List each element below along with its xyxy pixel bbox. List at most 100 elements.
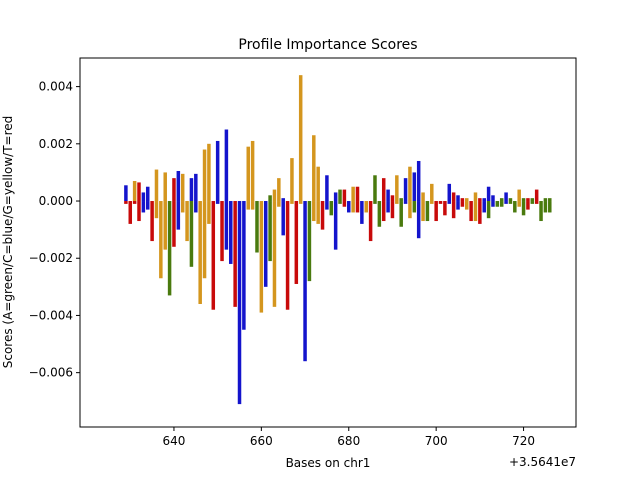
bar-pos-52: [351, 186, 355, 202]
bar-pos-0: [124, 185, 128, 202]
bar-neg-33: [268, 201, 272, 262]
bar-neg-90: [517, 201, 521, 207]
bar-neg-64: [403, 201, 408, 204]
bar-neg-87: [504, 201, 508, 204]
plot-frame: [79, 57, 577, 428]
bar-pos-49: [338, 189, 342, 202]
bar-pos-74: [447, 183, 452, 202]
bar-neg-36: [281, 201, 285, 236]
bar-pos-35: [277, 178, 281, 202]
bar-neg-49: [338, 201, 342, 204]
x-tick-label-2: 680: [337, 434, 360, 448]
bar-neg-75: [451, 201, 456, 219]
chart-title: Profile Importance Scores: [238, 37, 417, 53]
bar-pos-66: [412, 172, 417, 202]
bar-neg-72: [438, 201, 443, 204]
x-tick-label-0: 640: [163, 434, 186, 448]
bar-neg-19: [207, 201, 211, 224]
bar-neg-34: [272, 201, 277, 307]
bar-pos-9: [163, 172, 167, 202]
bars-group: [124, 75, 552, 405]
bar-neg-61: [390, 201, 395, 219]
bar-neg-24: [229, 201, 233, 264]
bar-neg-47: [329, 201, 334, 216]
bar-neg-42: [307, 201, 312, 282]
bar-neg-41: [303, 201, 307, 362]
bar-neg-82: [482, 201, 486, 213]
bar-neg-88: [508, 201, 513, 204]
bar-neg-16: [194, 201, 198, 213]
bar-neg-74: [447, 201, 452, 204]
bar-neg-46: [325, 201, 329, 210]
bar-neg-71: [434, 201, 438, 222]
bar-neg-44: [316, 201, 320, 224]
bar-neg-57: [373, 201, 377, 204]
bar-neg-95: [539, 201, 543, 222]
y-tick-label-3: 0.000: [39, 194, 73, 208]
bar-pos-2: [132, 181, 137, 202]
bar-neg-30: [255, 201, 259, 253]
bar-neg-25: [233, 201, 237, 307]
bar-neg-54: [360, 201, 364, 224]
bar-neg-40: [298, 201, 303, 204]
bar-pos-43: [312, 135, 316, 202]
bar-pos-29: [250, 140, 255, 202]
bar-neg-7: [154, 201, 159, 219]
bar-neg-70: [430, 201, 434, 204]
bar-neg-79: [469, 201, 473, 222]
bar-pos-4: [141, 192, 146, 202]
bar-neg-14: [185, 201, 189, 242]
bar-neg-69: [425, 201, 430, 222]
bar-pos-34: [272, 189, 277, 202]
bar-pos-12: [176, 170, 181, 202]
bar-neg-5: [145, 201, 150, 210]
bar-pos-33: [268, 195, 272, 202]
x-tick-label-4: 720: [512, 434, 535, 448]
y-tick-label-5: 0.004: [39, 80, 73, 94]
bar-pos-63: [399, 198, 403, 202]
bar-neg-97: [548, 201, 552, 213]
bar-pos-57: [373, 175, 377, 202]
bar-neg-83: [486, 201, 491, 219]
bar-neg-22: [220, 201, 224, 262]
bar-neg-68: [421, 201, 425, 222]
bar-pos-19: [207, 143, 211, 202]
bar-pos-67: [416, 160, 421, 202]
bar-pos-16: [194, 173, 198, 202]
bar-neg-96: [543, 201, 548, 213]
bar-neg-3: [137, 201, 141, 222]
x-axis: 640 660 680 700 720: [163, 427, 535, 448]
bar-pos-64: [403, 178, 408, 202]
bar-pos-82: [482, 198, 486, 202]
bar-pos-93: [530, 198, 535, 202]
bar-pos-44: [316, 166, 320, 202]
bar-neg-32: [263, 201, 268, 287]
bar-neg-0: [124, 201, 128, 204]
bar-pos-11: [172, 178, 176, 202]
bar-pos-94: [534, 189, 539, 202]
bar-pos-53: [355, 186, 360, 202]
bar-pos-83: [486, 186, 491, 202]
bar-neg-60: [386, 201, 390, 213]
bar-neg-35: [277, 201, 281, 207]
bar-neg-51: [347, 201, 351, 213]
bar-neg-76: [456, 201, 460, 210]
bar-neg-6: [150, 201, 154, 242]
bar-pos-86: [499, 198, 504, 202]
bar-neg-8: [159, 201, 163, 279]
bar-pos-3: [137, 182, 141, 202]
bar-neg-15: [189, 201, 194, 267]
bar-neg-11: [172, 201, 176, 247]
bar-neg-81: [478, 201, 482, 224]
x-axis-label: Bases on chr1: [286, 456, 371, 470]
y-axis-label: Scores (A=green/C=blue/G=yellow/T=red: [1, 116, 15, 369]
bar-neg-45: [320, 201, 325, 230]
bar-pos-7: [154, 169, 159, 202]
bar-neg-66: [412, 201, 417, 213]
bar-pos-97: [548, 198, 552, 202]
bar-pos-21: [215, 140, 220, 202]
y-tick-label-4: 0.002: [39, 137, 73, 151]
y-tick-label-2: −0.002: [29, 251, 73, 265]
bar-pos-92: [526, 198, 530, 202]
